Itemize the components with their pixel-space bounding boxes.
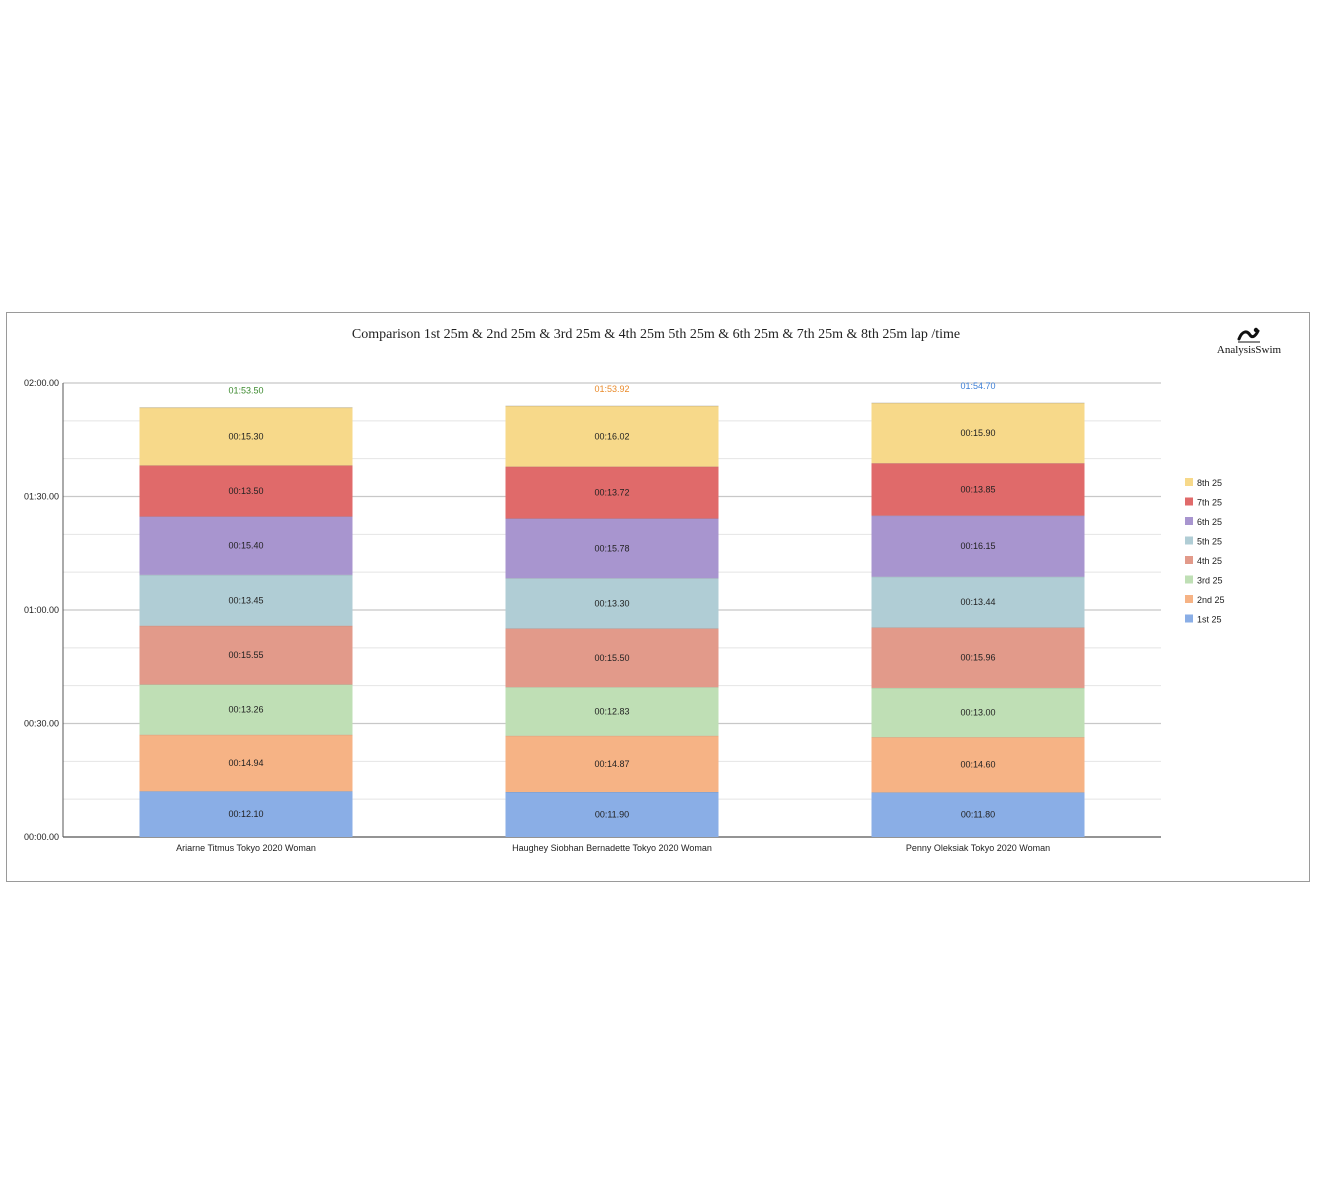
bar-segment: [505, 578, 719, 629]
data-label: 00:13.85: [960, 484, 995, 494]
y-tick-label: 01:00.00: [24, 605, 59, 615]
data-label: 00:13.72: [594, 488, 629, 498]
bar-segment: [505, 406, 719, 467]
data-label: 00:12.10: [228, 809, 263, 819]
data-label: 00:13.26: [228, 705, 263, 715]
legend-label: 2nd 25: [1197, 595, 1225, 605]
bar-segment: [505, 687, 719, 736]
bar-segment: [505, 735, 719, 792]
legend-swatch: [1185, 595, 1193, 603]
bar-segment: [871, 463, 1085, 516]
total-label: 01:54.70: [960, 381, 995, 391]
legend-label: 8th 25: [1197, 478, 1222, 488]
brand-name: AnalysisSwim: [1216, 344, 1282, 356]
data-label: 00:13.30: [594, 598, 629, 608]
data-label: 00:14.60: [960, 760, 995, 770]
bar-segment: [505, 518, 719, 579]
bar-segment: [139, 574, 353, 626]
y-tick-label: 01:30.00: [24, 492, 59, 502]
data-label: 00:15.90: [960, 428, 995, 438]
chart-frame: Comparison 1st 25m & 2nd 25m & 3rd 25m &…: [6, 312, 1310, 882]
data-label: 00:15.30: [228, 432, 263, 442]
bar-segment: [871, 737, 1085, 793]
legend-label: 1st 25: [1197, 615, 1222, 625]
stacked-bar-chart: 00:00.00 00:30.00 01:00.00 01:30.00 02:00.00…: [24, 378, 1225, 853]
legend-label: 3rd 25: [1197, 576, 1223, 586]
data-label: 00:16.15: [960, 541, 995, 551]
total-label: 01:53.50: [228, 386, 263, 396]
bar-segment: [505, 628, 719, 688]
data-label: 00:13.00: [960, 708, 995, 718]
bar-segment: [139, 734, 353, 792]
data-label: 00:15.78: [594, 543, 629, 553]
legend-swatch: [1185, 478, 1193, 486]
bar-segment: [871, 403, 1085, 464]
data-label: 00:14.87: [594, 759, 629, 769]
data-label: 00:13.44: [960, 597, 995, 607]
data-label: 00:11.80: [961, 810, 995, 820]
data-label: 00:15.40: [228, 541, 263, 551]
bar-segment: [139, 516, 353, 575]
data-label: 00:13.50: [228, 486, 263, 496]
legend-label: 7th 25: [1197, 498, 1222, 508]
bar-segment: [139, 625, 353, 685]
legend-label: 6th 25: [1197, 517, 1222, 527]
bar-segment: [871, 627, 1085, 688]
data-label: 00:11.90: [595, 809, 629, 819]
bar-segment: [871, 792, 1085, 837]
legend-swatch: [1185, 497, 1193, 506]
data-label: 00:15.96: [960, 653, 995, 663]
legend-swatch: [1185, 556, 1193, 564]
bar-segment: [871, 515, 1085, 577]
bar-segment: [871, 687, 1085, 738]
legend-swatch: [1185, 614, 1193, 623]
brand-logo: AnalysisSwim: [1213, 327, 1285, 356]
data-label: 00:15.55: [228, 650, 263, 660]
chart-title: Comparison 1st 25m & 2nd 25m & 3rd 25m &…: [351, 327, 961, 342]
y-tick-label: 00:30.00: [24, 719, 59, 729]
legend-swatch: [1185, 575, 1193, 584]
bar-segment: [871, 576, 1085, 628]
bar-segment: [505, 466, 719, 519]
x-category-label: Ariarne Titmus Tokyo 2020 Woman: [176, 843, 316, 853]
bar-segment: [139, 407, 353, 466]
data-label: 00:16.02: [594, 431, 629, 441]
data-label: 00:12.83: [594, 706, 629, 716]
legend-swatch: [1185, 517, 1193, 525]
data-label: 00:15.50: [594, 653, 629, 663]
bar-segment: [505, 791, 719, 837]
legend-label: 5th 25: [1197, 537, 1222, 547]
data-label: 00:13.45: [228, 595, 263, 605]
bar-segment: [139, 465, 353, 517]
bar-segment: [139, 791, 353, 837]
legend-label: 4th 25: [1197, 556, 1222, 566]
x-category-label: Haughey Siobhan Bernadette Tokyo 2020 Wo…: [512, 843, 712, 853]
swimmer-icon: [1237, 327, 1260, 343]
bar-segment: [139, 684, 353, 735]
y-tick-label: 00:00.00: [24, 832, 59, 842]
legend-swatch: [1185, 536, 1193, 545]
y-tick-label: 02:00.00: [24, 378, 59, 388]
total-label: 01:53.92: [594, 384, 629, 394]
x-category-label: Penny Oleksiak Tokyo 2020 Woman: [906, 843, 1050, 853]
data-label: 00:14.94: [228, 758, 263, 768]
